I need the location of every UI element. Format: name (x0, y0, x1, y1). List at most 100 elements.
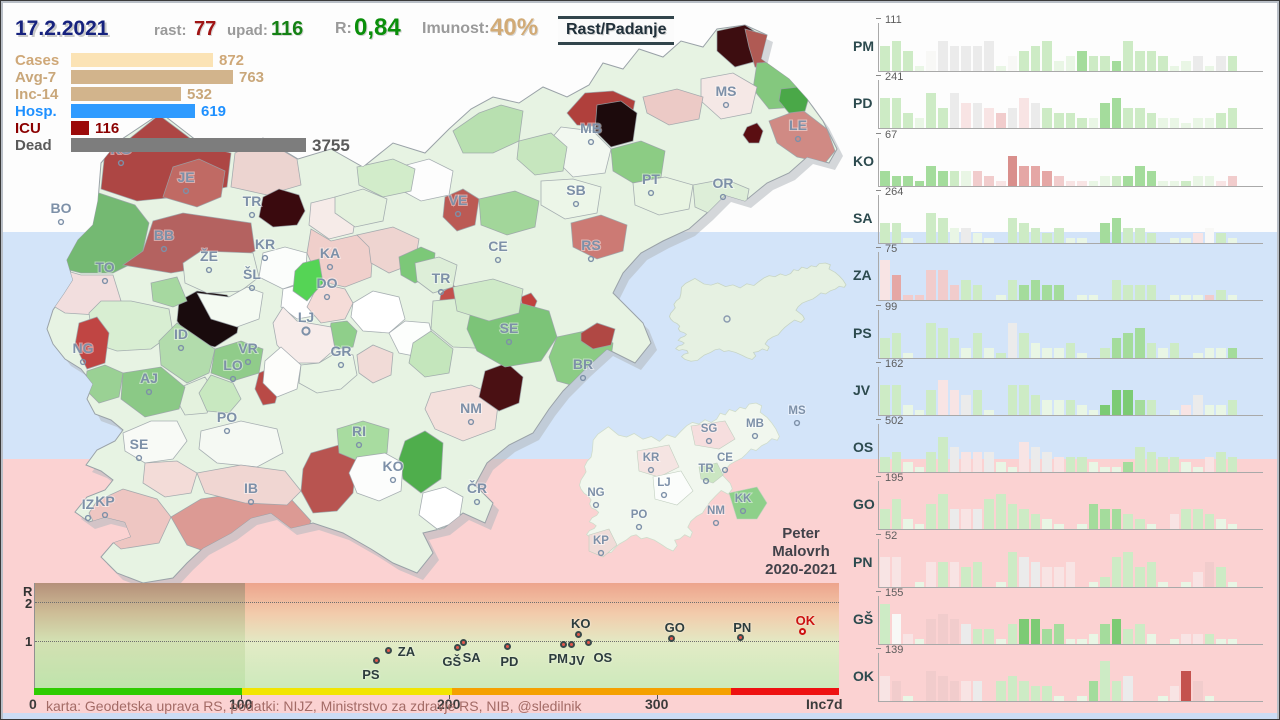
trend-bar (1065, 237, 1076, 243)
trend-bar (1135, 566, 1145, 587)
map-label-KO: KO (383, 458, 404, 474)
stat-label: Avg-7 (15, 69, 57, 86)
map-marker-IB (247, 498, 255, 506)
map-label-MB: MB (580, 120, 602, 136)
trend-bar (1065, 56, 1076, 71)
map-marker-JE (182, 187, 190, 195)
trend-bar (1135, 447, 1145, 473)
trend-bar (995, 113, 1006, 129)
trend-bar (1077, 295, 1087, 301)
trend-bar (914, 639, 925, 644)
map-marker-RS (587, 255, 595, 263)
trend-bar (984, 237, 994, 243)
trend-bar (891, 499, 902, 530)
trend-bar (1100, 467, 1110, 473)
trend-bar (914, 180, 925, 186)
scatter-point-PD (503, 643, 511, 651)
stat-bar (71, 70, 233, 84)
map-label-NM: NM (707, 505, 725, 517)
trend-bar (1111, 280, 1122, 301)
trend-bar (1065, 639, 1076, 644)
trend-bar (1042, 399, 1052, 415)
trend-bar (949, 93, 960, 129)
trend-bar (1135, 624, 1145, 644)
trend-bar (1111, 337, 1122, 358)
trend-bar (1042, 170, 1052, 186)
region-panel-ZA[interactable]: ZA 75 (849, 243, 1269, 302)
region-panel-GO[interactable]: GO 195 (849, 472, 1269, 531)
trend-bar (1216, 519, 1226, 530)
trend-bar (1135, 285, 1145, 301)
stat-row-cases: Cases 872 (15, 52, 395, 69)
scatter-label-ZA: ZA (397, 644, 416, 659)
region-panel-PM[interactable]: PM 111 (849, 14, 1269, 72)
region-panel-PS[interactable]: PS 99 (849, 301, 1269, 359)
region-panel-PD[interactable]: PD 241 (849, 71, 1269, 130)
map-marker-NG (592, 501, 600, 509)
map-marker-SE (505, 338, 513, 346)
trend-bar (880, 98, 890, 129)
trend-bar (972, 629, 983, 644)
gridline-r2 (35, 602, 839, 603)
trend-bar (1111, 61, 1122, 71)
trend-bar (1123, 227, 1134, 243)
trend-bar (1100, 347, 1110, 358)
region-max-value: 264 (885, 185, 904, 198)
trend-bar (1007, 624, 1018, 644)
trend-bar (1227, 457, 1238, 473)
trend-bar (995, 494, 1006, 530)
trend-bar (1042, 232, 1052, 243)
trend-bar (1135, 399, 1145, 415)
trend-bar (1019, 222, 1029, 243)
region-panel-OK[interactable]: OK 139 (849, 644, 1269, 703)
map-marker-NM (712, 519, 720, 527)
municipality-labels: KGJEBOBBTRŽEKRŠLKADOTOLJIDVRLOGRNGAJPOSE… (50, 82, 808, 522)
region-panel-PN[interactable]: PN 52 (849, 530, 1269, 588)
trend-bar (984, 499, 994, 530)
trend-bar (1100, 56, 1110, 71)
trend-bar (949, 170, 960, 186)
trend-bar (1193, 509, 1203, 530)
trend-bar (972, 452, 983, 473)
map-label-KP: KP (593, 535, 609, 547)
trend-bar (1123, 551, 1134, 587)
trend-bar (1111, 98, 1122, 129)
trend-bar (937, 437, 948, 473)
trend-bar (1111, 217, 1122, 243)
map-label-IB: IB (244, 480, 258, 496)
trend-bar (1216, 404, 1226, 415)
trend-bar (1100, 103, 1110, 129)
summary-stats: Cases 872 Avg-7 763 Inc-14 532 Hosp. 619 ICU 116 D… (15, 52, 395, 155)
trend-bar (1135, 165, 1145, 186)
region-panel-JV[interactable]: JV 162 (849, 358, 1269, 416)
region-trend-chart (878, 194, 1263, 244)
map-marker-PT (647, 189, 655, 197)
region-code: OK (853, 668, 874, 685)
map-label-ČR: ČR (467, 479, 487, 496)
trend-bar (961, 103, 971, 129)
trend-bar (891, 614, 902, 644)
region-panel-KO[interactable]: KO 67 (849, 129, 1269, 187)
trend-bar (937, 108, 948, 129)
map-marker-TR (702, 477, 710, 485)
trend-bar (1193, 56, 1203, 71)
region-code: PD (853, 95, 873, 112)
inc7d-color-strip (34, 688, 839, 695)
map-label-ID: ID (174, 326, 188, 342)
trend-bar (984, 347, 994, 358)
mode-toggle-button[interactable]: Rast/Padanje (558, 16, 675, 45)
trend-bar (1042, 629, 1052, 644)
trend-bar (949, 561, 960, 587)
region-code: GO (853, 496, 875, 513)
trend-bar (1227, 108, 1238, 129)
map-marker-CE (721, 466, 729, 474)
trend-bar (949, 447, 960, 473)
region-panel-GŠ[interactable]: GŠ 155 (849, 587, 1269, 645)
stat-label: ICU (15, 120, 41, 137)
region-trend-chart (878, 366, 1263, 416)
region-panel-SA[interactable]: SA 264 (849, 185, 1269, 244)
region-panel-OS[interactable]: OS 502 (849, 415, 1269, 474)
region-code: PS (853, 324, 872, 341)
trend-bar (926, 51, 936, 71)
